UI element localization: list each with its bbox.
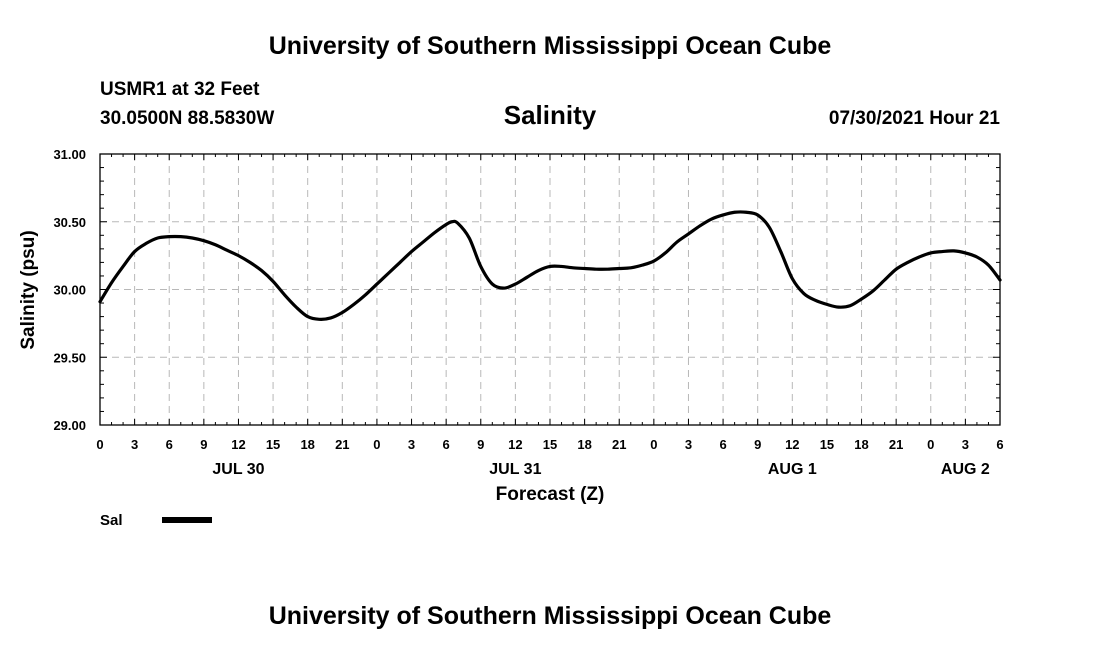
grid-lines (100, 154, 1000, 425)
x-tick-label: 0 (373, 437, 380, 452)
x-tick-label: 3 (408, 437, 415, 452)
chart-main-title: University of Southern Mississippi Ocean… (269, 32, 832, 60)
coordinates-label: 30.0500N 88.5830W (100, 108, 274, 129)
x-tick-label: 12 (508, 437, 522, 452)
x-tick-label: 6 (996, 437, 1003, 452)
variable-title: Salinity (504, 100, 597, 130)
x-tick-label: 0 (927, 437, 934, 452)
x-tick-label: 3 (685, 437, 692, 452)
legend-label: Sal (100, 512, 123, 529)
y-tick-label: 30.00 (53, 283, 86, 298)
date-labels: JUL 30 JUL 31 AUG 1 AUG 2 (212, 461, 990, 478)
legend: Sal (100, 512, 212, 529)
date-label: JUL 30 (212, 461, 264, 478)
axis-ticks (99, 153, 1001, 426)
x-tick-label: 0 (96, 437, 103, 452)
x-tick-label: 3 (962, 437, 969, 452)
x-tick-label: 9 (477, 437, 484, 452)
y-tick-label: 30.50 (53, 215, 86, 230)
station-label: USMR1 at 32 Feet (100, 79, 260, 100)
date-label: JUL 31 (489, 461, 541, 478)
x-tick-label: 18 (577, 437, 591, 452)
footer-title: University of Southern Mississippi Ocean… (269, 602, 832, 630)
x-tick-label: 3 (131, 437, 138, 452)
x-tick-label: 15 (820, 437, 834, 452)
x-tick-label: 21 (335, 437, 349, 452)
date-label: AUG 2 (941, 461, 990, 478)
timestamp-label: 07/30/2021 Hour 21 (829, 108, 1001, 129)
x-tick-label: 6 (166, 437, 173, 452)
x-tick-label: 21 (612, 437, 626, 452)
x-tick-label: 15 (266, 437, 280, 452)
x-tick-label: 15 (543, 437, 557, 452)
y-tick-label: 29.50 (53, 350, 86, 365)
x-tick-label: 12 (785, 437, 799, 452)
x-tick-label: 12 (231, 437, 245, 452)
series-layer (98, 210, 1002, 321)
x-tick-label: 0 (650, 437, 657, 452)
x-tick-label: 9 (200, 437, 207, 452)
x-tick-label: 18 (854, 437, 868, 452)
y-tick-labels: 29.00 29.50 30.00 30.50 31.00 (53, 147, 86, 433)
series-line-sal (98, 210, 1002, 321)
y-axis-label: Salinity (psu) (18, 230, 39, 349)
x-tick-label: 18 (300, 437, 314, 452)
x-tick-labels: 0 3 6 9 12 15 18 21 0 3 6 9 12 15 18 21 0 3 6 9 12 15 18 21 0 3 6 (96, 437, 1003, 452)
y-tick-label: 31.00 (53, 147, 86, 162)
x-tick-label: 6 (719, 437, 726, 452)
x-tick-label: 9 (754, 437, 761, 452)
x-tick-label: 6 (443, 437, 450, 452)
x-tick-label: 21 (889, 437, 903, 452)
y-tick-label: 29.00 (53, 418, 86, 433)
date-label: AUG 1 (768, 461, 817, 478)
x-axis-label: Forecast (Z) (496, 484, 605, 505)
